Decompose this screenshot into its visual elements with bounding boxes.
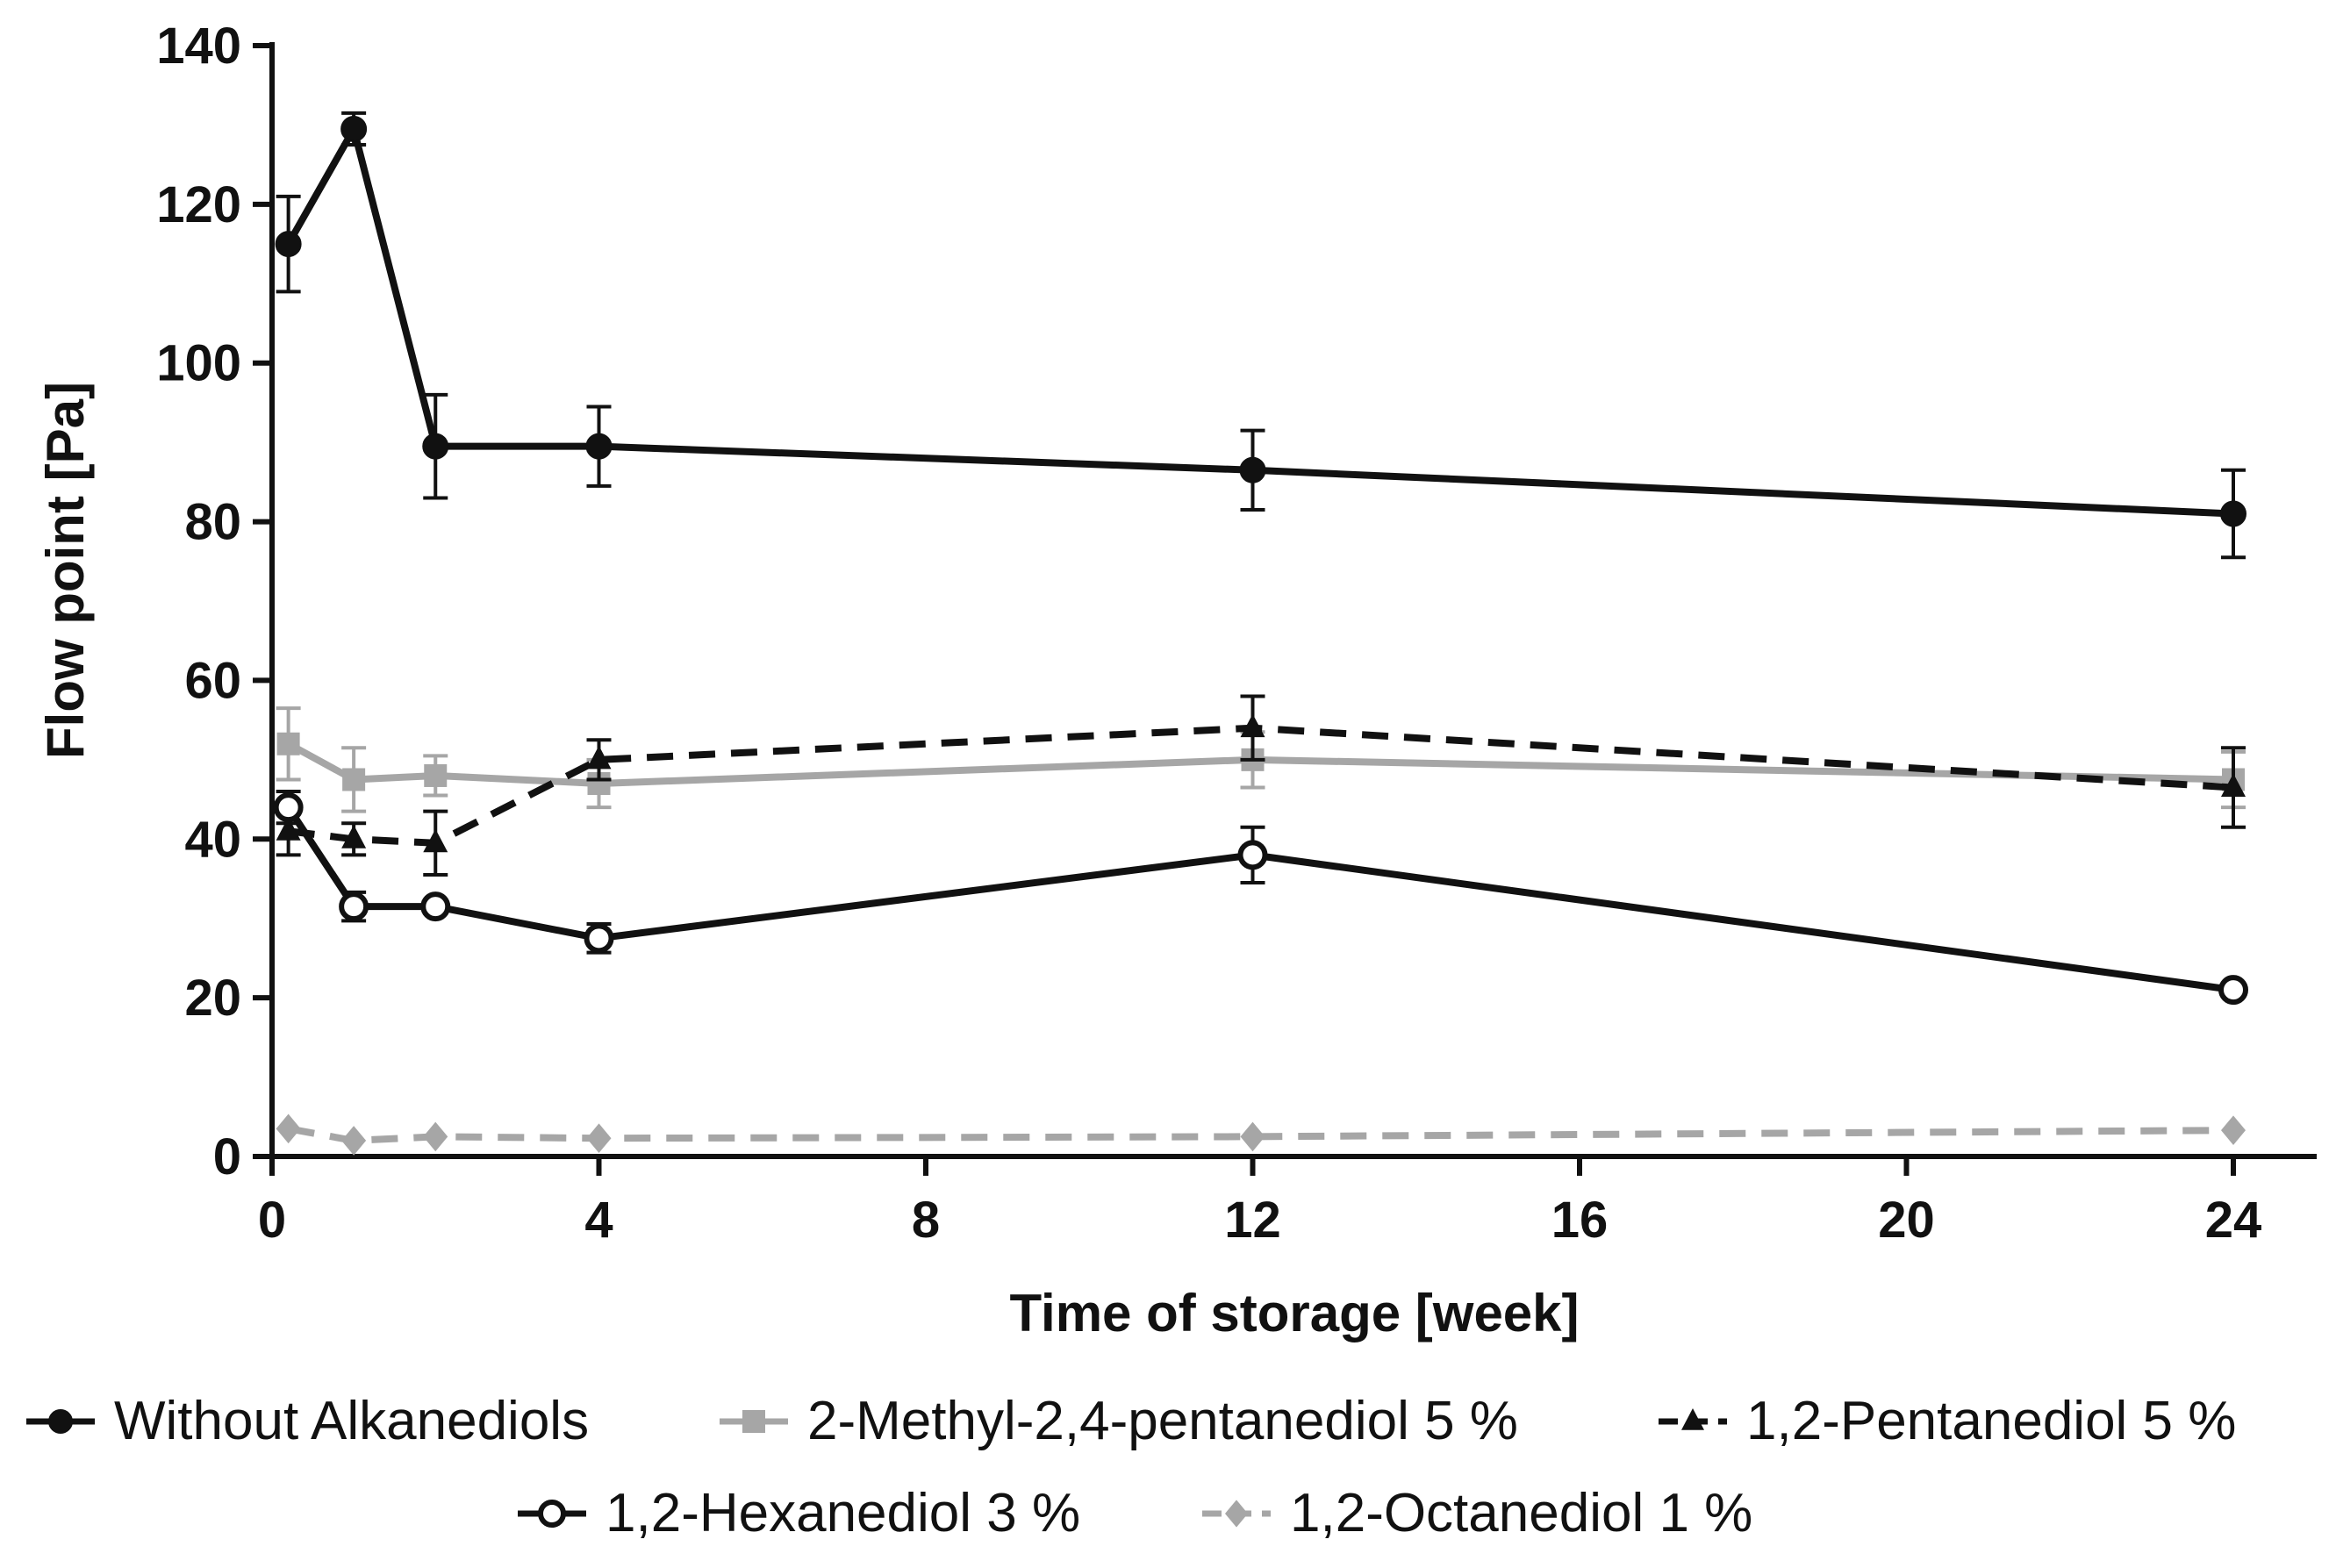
data-point <box>586 1123 612 1154</box>
data-point <box>340 115 368 142</box>
x-tick-label: 8 <box>912 1192 940 1249</box>
data-point <box>342 768 366 791</box>
series-line <box>285 125 2234 518</box>
legend-label: 1,2-Pentanediol 5 % <box>1746 1391 2236 1451</box>
legend-swatch-marker <box>48 1409 73 1434</box>
y-tick-label: 0 <box>213 1128 241 1185</box>
data-point <box>420 891 451 922</box>
y-tick-label: 80 <box>184 494 241 551</box>
data-point <box>341 825 367 848</box>
plot-area <box>273 111 2248 1156</box>
data-point <box>2221 1115 2246 1145</box>
y-tick-label: 40 <box>184 811 241 868</box>
axes: 0 20 40 60 80 100 120 140 0 4 8 12 16 20 24 <box>156 18 2317 1249</box>
series-line <box>287 1125 2234 1144</box>
data-point <box>276 1113 301 1144</box>
data-point <box>422 433 449 460</box>
data-point <box>276 732 300 755</box>
legend-item: 1,2-Hexanediol 3 % <box>518 1483 1080 1543</box>
series-line <box>288 724 2234 847</box>
data-point <box>1239 456 1266 483</box>
y-axis-title: Flow point [Pa] <box>36 382 95 759</box>
y-tick-label: 100 <box>156 335 241 392</box>
series-0 <box>275 111 2246 560</box>
legend-item: 1,2-Octanediol 1 % <box>1202 1483 1752 1543</box>
legend-item: 2-Methyl-2,4-pentanediol 5 % <box>720 1391 1518 1451</box>
data-point <box>1237 840 1268 870</box>
x-axis-title: Time of storage [week] <box>1009 1284 1579 1342</box>
legend-swatch-marker <box>742 1410 765 1433</box>
data-point <box>1240 1121 1265 1152</box>
data-point <box>341 1126 367 1156</box>
series-2 <box>276 694 2246 877</box>
series-3 <box>273 790 2248 1006</box>
legend-label: Without Alkanediols <box>114 1391 589 1451</box>
data-point <box>584 923 614 954</box>
x-tick-label: 0 <box>258 1192 286 1249</box>
data-point <box>275 231 302 258</box>
y-tick-label: 20 <box>184 970 241 1027</box>
data-point <box>424 763 448 787</box>
data-point <box>273 792 304 823</box>
y-tick-label: 120 <box>156 176 241 233</box>
legend-swatch-marker <box>538 1500 566 1528</box>
data-point <box>586 745 612 770</box>
y-tick-label: 140 <box>156 18 241 75</box>
data-point <box>423 828 448 853</box>
series-4 <box>276 1113 2246 1156</box>
series-line <box>285 805 2234 994</box>
data-point <box>1240 713 1265 738</box>
legend-item: 1,2-Pentanediol 5 % <box>1659 1391 2236 1451</box>
x-tick-label: 16 <box>1551 1192 1609 1249</box>
legend-label: 1,2-Hexanediol 3 % <box>605 1483 1080 1543</box>
legend-swatch-marker <box>1225 1500 1248 1528</box>
data-point <box>2218 975 2248 1006</box>
data-point <box>423 1121 448 1152</box>
legend-swatch-marker <box>1681 1408 1704 1430</box>
x-tick-label: 20 <box>1878 1192 1935 1249</box>
data-point <box>2221 773 2246 798</box>
x-tick-label: 4 <box>584 1192 613 1249</box>
data-point <box>276 817 301 841</box>
legend-label: 2-Methyl-2,4-pentanediol 5 % <box>807 1391 1518 1451</box>
legend: Without Alkanediols 2-Methyl-2,4-pentaned… <box>26 1391 2236 1543</box>
y-tick-label: 60 <box>184 652 241 709</box>
x-tick-label: 24 <box>2205 1192 2262 1249</box>
data-point <box>339 891 369 922</box>
data-point <box>585 433 613 460</box>
x-tick-label: 12 <box>1224 1192 1281 1249</box>
legend-label: 1,2-Octanediol 1 % <box>1290 1483 1752 1543</box>
data-point <box>2220 500 2246 527</box>
legend-item: Without Alkanediols <box>26 1391 589 1451</box>
